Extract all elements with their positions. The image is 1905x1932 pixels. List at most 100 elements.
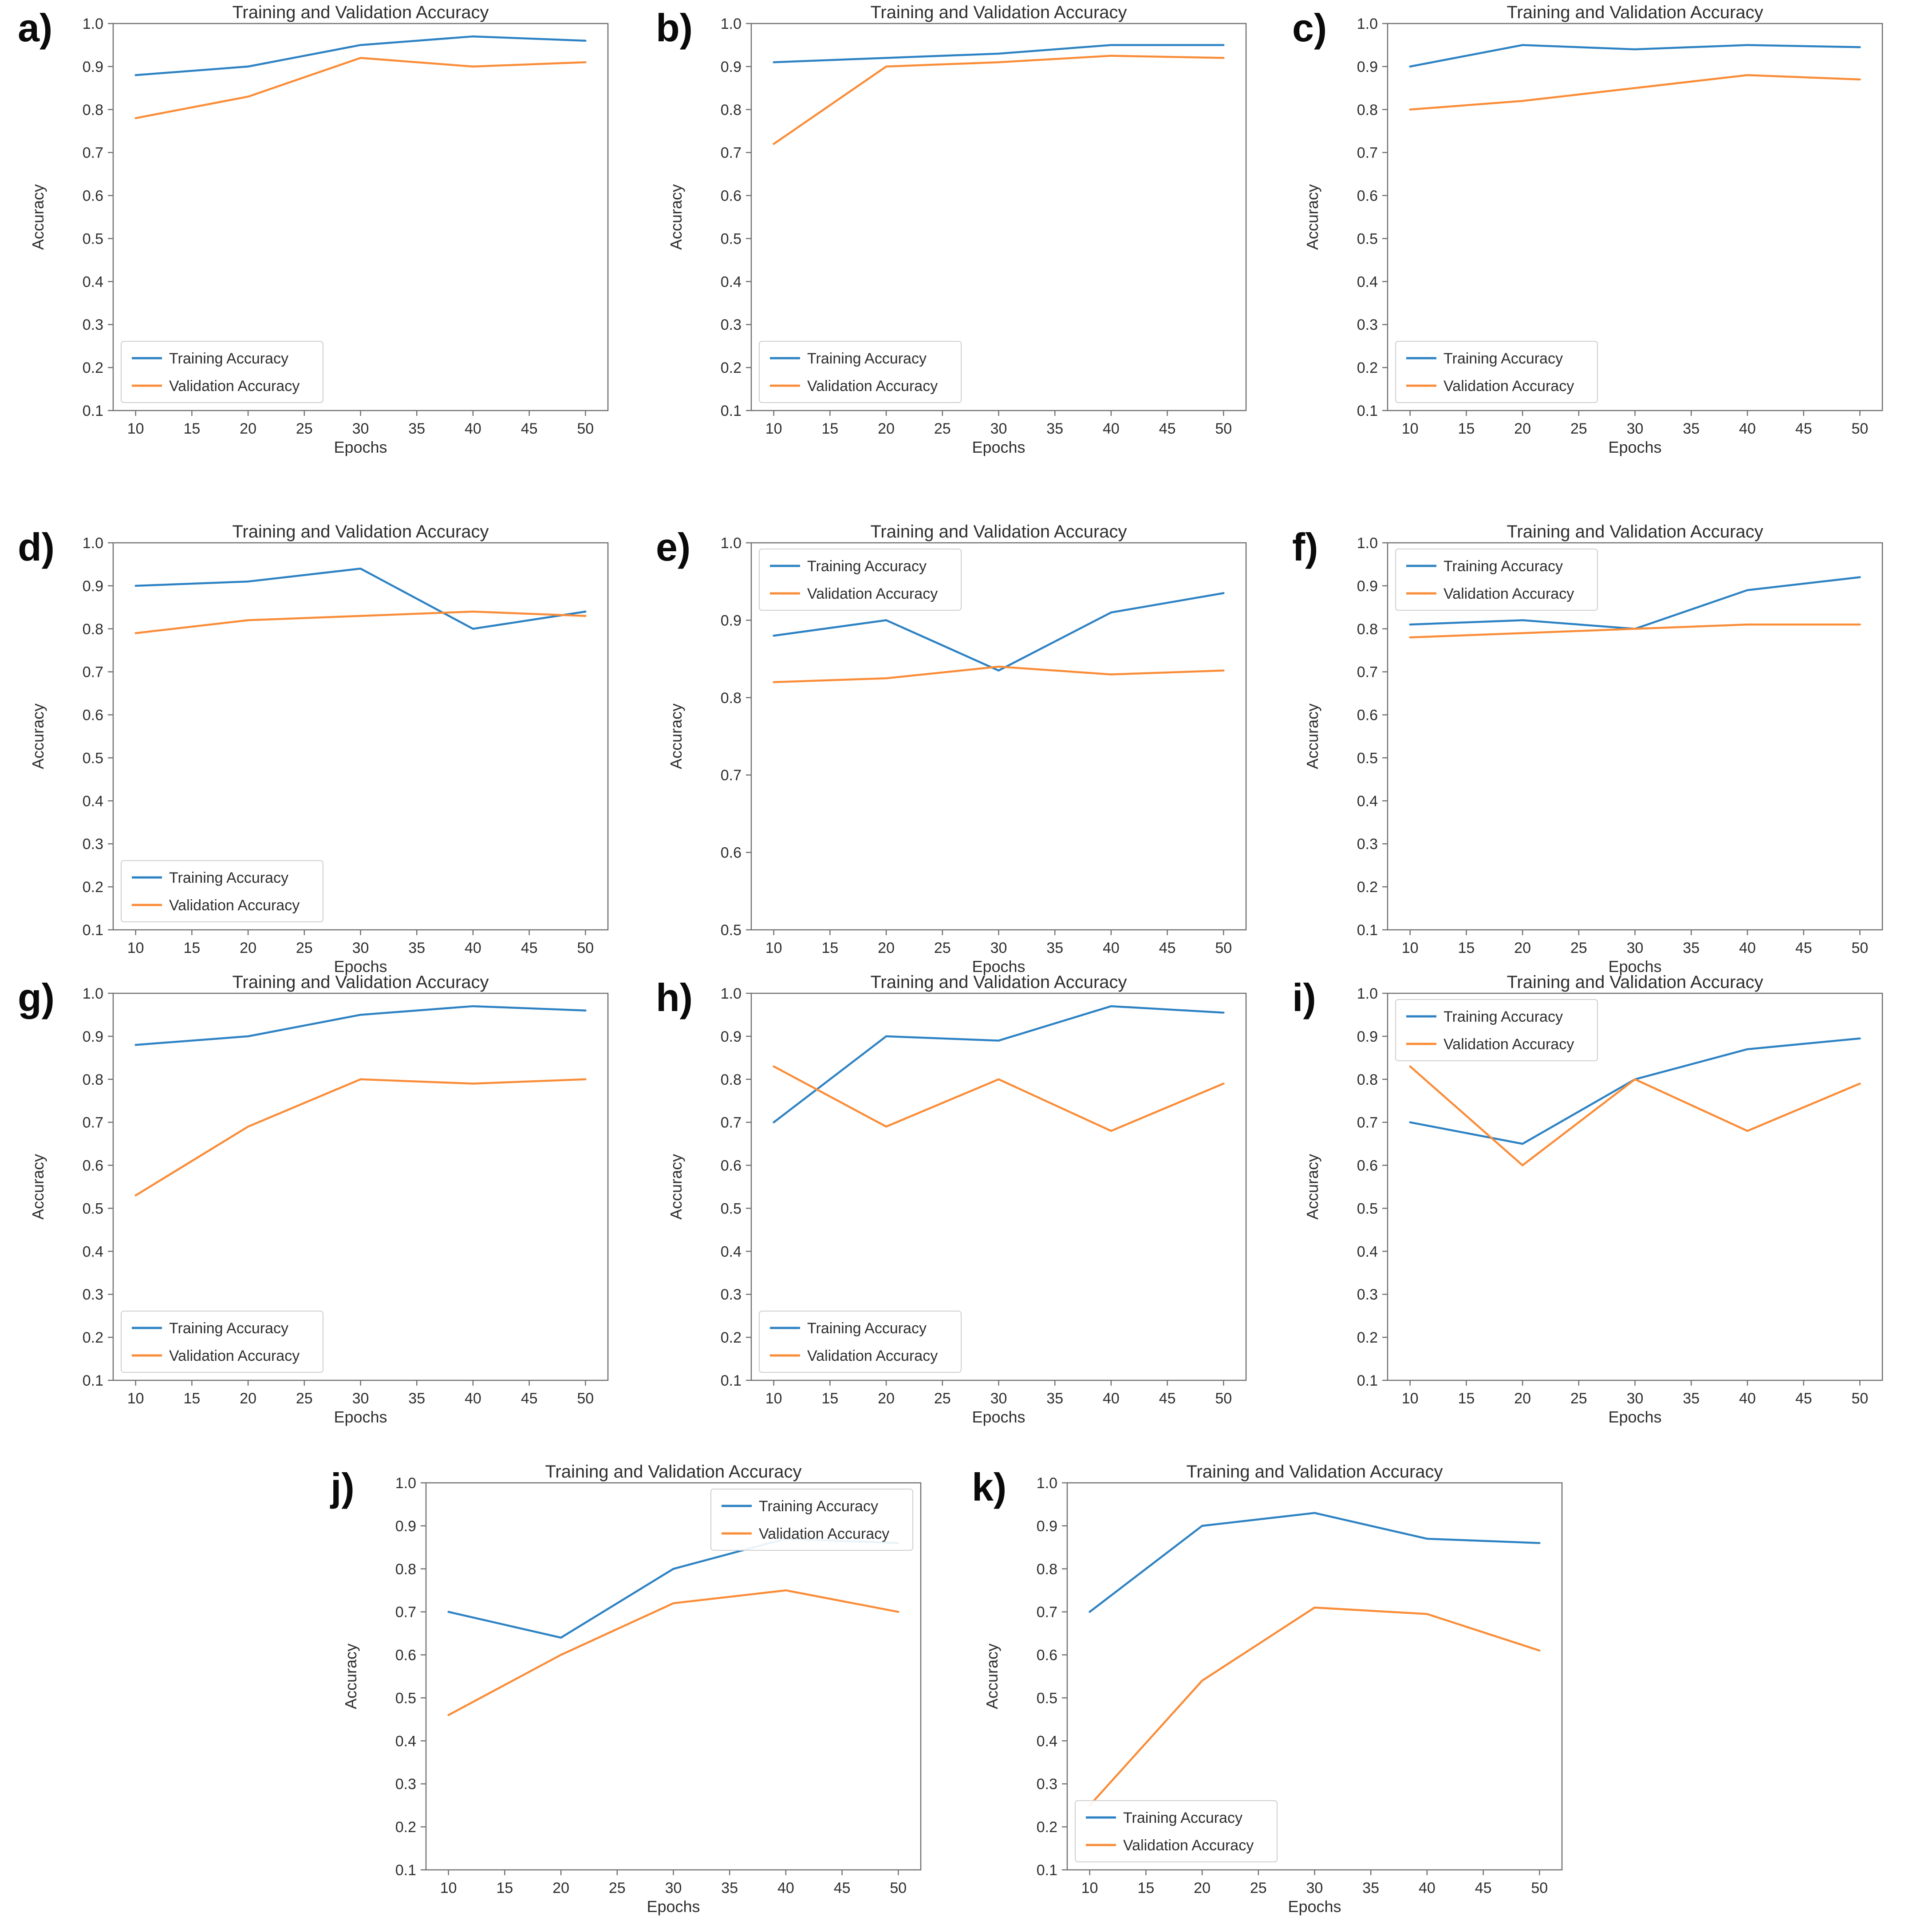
y-tick-label: 0.2 [83,879,103,896]
x-tick-label: 25 [1570,420,1587,437]
training-accuracy-line [134,567,587,630]
legend: Training Accuracy Validation Accuracy [121,860,323,922]
y-tick-label: 0.5 [721,922,741,939]
subplot-e: e) Training and Validation Accuracy 0.5 0.6… [656,522,1257,992]
subplot-c: c) Training and Validation Accuracy 0.1 0.2… [1292,2,1893,473]
x-tick-label: 30 [990,420,1007,437]
x-axis-label: Epochs [334,1408,387,1426]
x-tick-label: 30 [1306,1880,1323,1896]
x-tick-label: 15 [496,1880,513,1896]
y-tick-label: 1.0 [1357,16,1378,32]
y-tick-label: 0.3 [721,316,741,333]
y-tick-label: 0.4 [83,793,103,810]
legend-label-validation: Validation Accuracy [807,1347,938,1364]
x-tick-label: 30 [1627,1390,1644,1407]
y-tick-label: 0.6 [721,845,741,861]
y-tick-label: 0.6 [83,707,103,724]
y-tick-label: 0.7 [83,145,103,162]
x-tick-label: 10 [440,1880,457,1896]
x-tick-label: 35 [1683,1390,1700,1407]
y-tick-label: 0.8 [83,1071,103,1088]
legend-box [121,860,323,922]
legend-label-training: Training Accuracy [1123,1810,1242,1826]
x-tick-label: 25 [1570,940,1587,956]
y-tick-label: 0.8 [83,102,103,119]
chart-svg-f: Training and Validation Accuracy 0.1 0.2 0.… [1303,522,1883,976]
x-tick-label: 30 [990,940,1007,956]
legend-label-validation: Validation Accuracy [807,378,938,395]
x-tick-label: 20 [1514,420,1531,437]
y-tick-label: 0.5 [83,1200,103,1217]
y-tick-label: 0.1 [1357,403,1378,419]
y-tick-label: 0.2 [721,360,741,376]
legend-box [1075,1800,1278,1862]
x-tick-label: 20 [1514,940,1531,956]
y-axis-label: Accuracy [29,703,47,769]
y-tick-label: 1.0 [1037,1475,1057,1492]
y-tick-label: 0.1 [1357,1372,1378,1389]
subplot-letter-k: k) [972,1465,1007,1509]
y-tick-label: 0.7 [721,767,741,784]
legend-label-validation: Validation Accuracy [807,585,938,602]
x-tick-label: 30 [1627,420,1644,437]
legend: Training Accuracy Validation Accuracy [710,1489,913,1551]
y-tick-label: 1.0 [83,535,103,552]
x-tick-label: 30 [665,1880,682,1896]
y-tick-label: 0.1 [395,1862,416,1879]
subplot-letter-b: b) [656,6,693,50]
legend-label-training: Training Accuracy [759,1498,878,1515]
y-tick-label: 0.3 [1357,1286,1378,1303]
validation-accuracy-line [773,665,1225,684]
x-tick-label: 40 [1739,420,1756,437]
y-tick-label: 0.5 [395,1690,416,1707]
validation-accuracy-line [134,1078,587,1197]
y-tick-label: 0.3 [1357,316,1378,333]
y-tick-label: 0.3 [83,836,103,853]
legend-label-training: Training Accuracy [169,869,288,886]
legend-box [1395,549,1598,611]
training-accuracy-line [773,1005,1225,1123]
x-tick-label: 50 [1215,940,1232,956]
y-tick-label: 0.4 [1037,1733,1057,1750]
y-tick-label: 0.8 [721,102,741,119]
subplot-b: b) Training and Validation Accuracy 0.1 0.2… [656,2,1257,473]
legend: Training Accuracy Validation Accuracy [1395,549,1598,611]
y-axis-label: Accuracy [667,703,685,769]
y-tick-label: 0.9 [1357,578,1378,595]
y-tick-label: 0.1 [1357,922,1378,939]
legend: Training Accuracy Validation Accuracy [1395,341,1598,403]
chart-svg-a: Training and Validation Accuracy 0.1 0.2 0.… [29,3,609,456]
y-tick-label: 0.5 [83,750,103,766]
y-tick-label: 0.5 [1357,1200,1378,1217]
x-axis-label: Epochs [334,438,387,456]
y-tick-label: 0.5 [1357,750,1378,766]
x-tick-label: 40 [1419,1880,1436,1896]
training-accuracy-line [773,592,1225,672]
x-tick-label: 45 [1795,1390,1812,1407]
x-axis-label: Epochs [334,957,387,976]
y-tick-label: 0.2 [1357,1329,1378,1346]
x-tick-label: 50 [1851,940,1868,956]
validation-accuracy-line [773,55,1225,145]
y-tick-label: 0.8 [1357,1071,1378,1088]
subplot-a: a) Training and Validation Accuracy 0.1 0.2… [18,2,619,473]
x-tick-label: 15 [1137,1880,1154,1896]
y-tick-label: 0.2 [395,1819,416,1836]
y-tick-label: 0.1 [83,1372,103,1389]
y-axis-label: Accuracy [1303,184,1321,250]
legend-label-validation: Validation Accuracy [169,378,300,395]
validation-accuracy-line [1409,74,1861,111]
y-tick-label: 0.5 [721,1200,741,1217]
y-tick-label: 0.3 [1037,1776,1057,1793]
y-tick-label: 0.4 [721,1243,741,1260]
y-tick-label: 0.7 [1357,664,1378,681]
x-tick-label: 10 [1081,1880,1098,1896]
x-tick-label: 35 [408,1390,425,1407]
y-axis-label: Accuracy [667,184,685,250]
x-tick-label: 10 [127,1390,144,1407]
chart-title: Training and Validation Accuracy [545,1462,801,1482]
x-tick-label: 15 [1458,1390,1475,1407]
subplot-i: i) Training and Validation Accuracy 0.1 0.2… [1292,972,1893,1442]
y-tick-label: 0.7 [721,145,741,162]
